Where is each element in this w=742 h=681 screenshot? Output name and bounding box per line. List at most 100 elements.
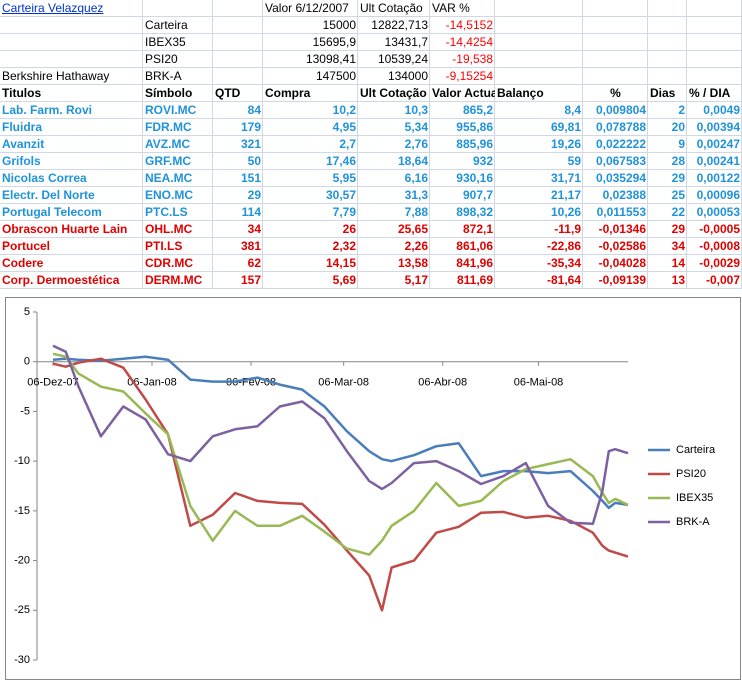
cell [0, 170, 143, 187]
series-line [52, 344, 629, 526]
stock-value: 25 [671, 188, 685, 202]
cell [687, 51, 742, 68]
cell [358, 136, 430, 153]
stock-value: -11,9 [554, 222, 581, 236]
cell [495, 272, 583, 289]
stock-value: 114 [241, 205, 261, 219]
stock-value: 5,34 [404, 120, 428, 134]
stock-value: -0,0005 [699, 222, 740, 236]
y-tick-label: -5 [20, 405, 30, 417]
column-header: Valor 6/12/2007 [265, 1, 349, 15]
stock-value: -35,34 [546, 256, 581, 270]
cell [263, 51, 358, 68]
cell [430, 34, 495, 51]
cell [213, 51, 263, 68]
x-tick-label: 06-Jan-08 [127, 377, 177, 389]
cell [143, 255, 213, 272]
series-line [52, 355, 629, 510]
value: 13431,7 [384, 35, 428, 49]
stock-value: 9 [678, 137, 685, 151]
stock-value: 0,00053 [696, 205, 740, 219]
stock-value: 20 [671, 120, 685, 134]
cell [358, 102, 430, 119]
value: 10539,24 [377, 52, 428, 66]
cell [430, 85, 495, 102]
stock-value: 2,76 [404, 137, 428, 151]
cell [0, 0, 143, 17]
cell [583, 34, 648, 51]
cell [0, 68, 143, 85]
cell [495, 238, 583, 255]
cell [495, 119, 583, 136]
cell [583, 204, 648, 221]
cell [583, 187, 648, 204]
cell [263, 187, 358, 204]
cell [143, 51, 213, 68]
company-name: Berkshire Hathaway [2, 69, 110, 83]
stock-value: 0,00394 [696, 120, 740, 134]
y-tick-label: -20 [14, 554, 30, 566]
series-line [52, 357, 629, 612]
cell [213, 170, 263, 187]
series-line [52, 352, 629, 556]
cell [648, 136, 687, 153]
legend-label: IBEX35 [676, 492, 713, 504]
cell [648, 153, 687, 170]
cell [143, 34, 213, 51]
stock-value: -0,0008 [699, 239, 740, 253]
stock-value: 19,26 [550, 137, 581, 151]
value: 134000 [387, 69, 428, 83]
y-tick-label: 5 [24, 306, 30, 318]
cell [263, 17, 358, 34]
column-header: Compra [265, 86, 311, 100]
cell [430, 17, 495, 34]
cell [143, 17, 213, 34]
cell [583, 51, 648, 68]
cell [648, 85, 687, 102]
cell [648, 68, 687, 85]
stock-value: 930,16 [456, 171, 493, 185]
cell [495, 17, 583, 34]
value: 147500 [315, 69, 356, 83]
stock-value: 8,4 [564, 103, 581, 117]
stock-value: 25,65 [397, 222, 428, 236]
column-header: QTD [215, 86, 241, 100]
cell [430, 51, 495, 68]
cell [358, 221, 430, 238]
cell [430, 170, 495, 187]
cell [213, 102, 263, 119]
x-tick-label: 06-Abr-08 [418, 377, 467, 389]
cell [495, 0, 583, 17]
cell [583, 17, 648, 34]
cell [143, 68, 213, 85]
stock-symbol: FDR.MC [145, 120, 192, 134]
stock-value: 29 [671, 222, 685, 236]
stock-value: 0,00247 [696, 137, 740, 151]
y-tick-label: 0 [24, 356, 30, 368]
cell [0, 238, 143, 255]
stock-value: 872,1 [462, 222, 493, 236]
stock-value: 0,022222 [595, 137, 646, 151]
stock-value: -0,02586 [598, 239, 646, 253]
cell [143, 119, 213, 136]
stock-value: 31,3 [404, 188, 428, 202]
cell [213, 187, 263, 204]
value: 15000 [322, 18, 356, 32]
stock-value: -0,007 [705, 273, 740, 287]
cell [143, 153, 213, 170]
cell [0, 153, 143, 170]
cell [430, 238, 495, 255]
sheet-title[interactable]: Carteira Velazquez [2, 1, 104, 15]
stock-value: 861,06 [456, 239, 493, 253]
stock-value: 6,16 [404, 171, 428, 185]
stock-value: 30,57 [325, 188, 356, 202]
cell [648, 17, 687, 34]
value: -9,15254 [445, 69, 493, 83]
cell [583, 102, 648, 119]
cell [358, 272, 430, 289]
stock-value: 5,17 [404, 273, 428, 287]
cell [648, 0, 687, 17]
stock-value: 26 [342, 222, 356, 236]
cell [687, 17, 742, 34]
